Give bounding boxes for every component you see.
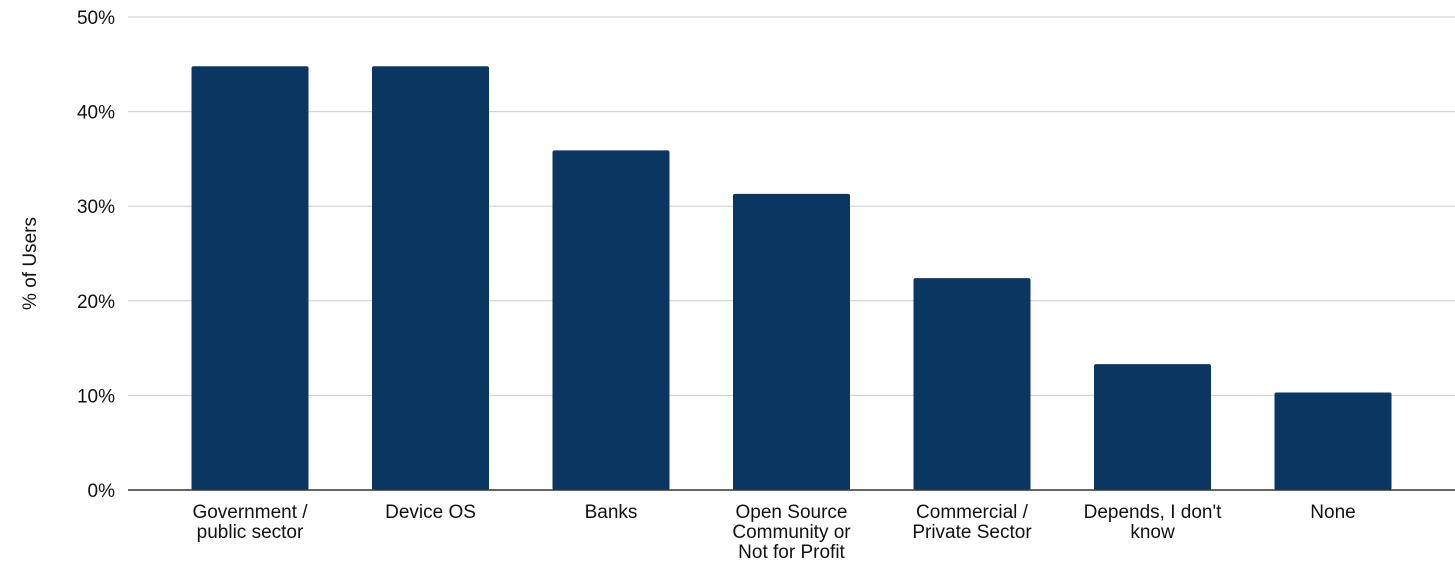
y-tick-label: 20% (77, 292, 115, 313)
x-category-label: Government / public sector (192, 502, 308, 543)
y-axis-title: % of Users (20, 217, 41, 310)
y-tick-label: 50% (77, 8, 115, 29)
x-category-label: None (1310, 502, 1355, 523)
bar (733, 193, 850, 491)
y-tick-label: 30% (77, 197, 115, 218)
x-category-label: Commercial / Private Sector (912, 502, 1032, 543)
bar (372, 66, 489, 490)
y-axis-tick-labels: 0% 10% 20% 30% 40% 50% (77, 8, 115, 502)
y-tick-label: 10% (77, 386, 115, 407)
x-category-label: Open Source Community or Not for Profit (732, 502, 851, 563)
x-category-label: Device OS (385, 502, 476, 523)
bar (552, 150, 670, 491)
x-category-label: Banks (585, 502, 638, 523)
x-category-label: Depends, I don't know (1084, 502, 1222, 543)
x-axis-category-labels: Government / public sector Device OS Banks O… (192, 502, 1355, 563)
bar (1274, 392, 1392, 490)
bars (191, 66, 1392, 491)
bar (1094, 364, 1211, 490)
y-tick-label: 40% (77, 103, 115, 124)
bar (913, 278, 1031, 490)
y-tick-label: 0% (88, 481, 116, 502)
bar (191, 66, 309, 490)
